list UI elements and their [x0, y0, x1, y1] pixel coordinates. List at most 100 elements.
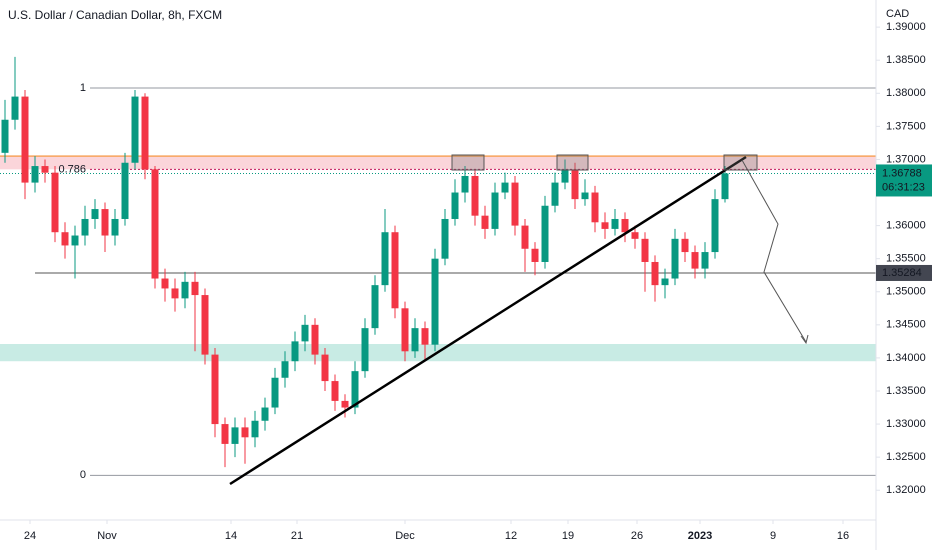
candle-body: [91, 209, 99, 219]
candle-body: [461, 175, 469, 193]
candle-body: [721, 173, 729, 200]
x-tick-label: 26: [631, 530, 643, 542]
candle-body: [121, 162, 129, 219]
x-tick-label: 9: [770, 530, 776, 542]
fib-label: 0: [80, 469, 86, 481]
y-tick-label: 1.38500: [886, 54, 926, 66]
candle-body: [241, 427, 249, 438]
candle-body: [521, 225, 529, 249]
levels: 1 0.786 0: [0, 82, 876, 481]
candle-body: [341, 400, 349, 408]
candle-body: [441, 218, 449, 259]
x-tick-label: 12: [505, 530, 517, 542]
candle-body: [321, 354, 329, 382]
candle-body: [211, 354, 219, 425]
candle-body: [161, 278, 169, 289]
candle-body: [201, 295, 209, 355]
x-tick-label: Dec: [395, 530, 415, 542]
candle-body: [621, 218, 629, 233]
x-tick-label: Nov: [97, 530, 117, 542]
candle-body: [481, 215, 489, 229]
trend-line: [229, 155, 747, 486]
candle-body: [111, 218, 119, 236]
candle-body: [251, 420, 259, 438]
fib-label: 0.786: [58, 163, 86, 175]
candle-body: [411, 328, 419, 352]
candle-body: [331, 381, 339, 401]
candle-body: [641, 238, 649, 262]
last-price-label: 1.36788: [882, 167, 922, 179]
resistance-box: [451, 154, 485, 171]
candle-body: [601, 222, 609, 229]
axes: 1.390001.385001.380001.375001.370001.365…: [24, 21, 932, 542]
candle-body: [591, 192, 599, 223]
drawings: [229, 154, 809, 486]
y-tick-label: 1.37000: [886, 153, 926, 165]
candle-body: [181, 281, 189, 299]
y-tick-label: 1.35000: [886, 286, 926, 298]
candle-body: [501, 182, 509, 193]
resistance-box: [556, 154, 589, 171]
candle-body: [231, 427, 239, 444]
candle-body: [101, 209, 109, 236]
candle-body: [561, 169, 569, 183]
fib-label: 1: [80, 82, 86, 94]
x-tick-label: 14: [225, 530, 237, 542]
y-tick-label: 1.34500: [886, 319, 926, 331]
candle-body: [151, 169, 159, 279]
candle-body: [281, 361, 289, 378]
candle-body: [11, 96, 19, 120]
candle-body: [191, 281, 199, 296]
candle-body: [271, 377, 279, 408]
zone: [0, 156, 876, 170]
x-tick-label: 19: [562, 530, 574, 542]
candle-body: [261, 407, 269, 421]
candles: [1, 56, 729, 468]
chart-title: U.S. Dollar / Canadian Dollar, 8h, FXCM: [8, 8, 222, 22]
candle-body: [291, 341, 299, 362]
y-tick-label: 1.32500: [886, 451, 926, 463]
candle-body: [41, 166, 49, 173]
horizontal-line-tag: [876, 264, 932, 281]
y-tick-label: 1.37500: [886, 120, 926, 132]
candle-body: [691, 252, 699, 269]
candle-body: [31, 166, 39, 183]
candle-body: [311, 324, 319, 355]
candle-body: [631, 232, 639, 239]
candle-body: [381, 232, 389, 286]
candle-body: [371, 285, 379, 329]
y-tick-label: 1.34000: [886, 352, 926, 364]
y-tick-label: 1.33500: [886, 385, 926, 397]
y-tick-label: 1.32000: [886, 484, 926, 496]
last-price-tag: [876, 164, 932, 197]
candle-body: [541, 205, 549, 262]
candle-body: [511, 182, 519, 226]
arrow-head: [800, 334, 809, 345]
projection-arrow: [741, 159, 807, 343]
candle-body: [351, 371, 359, 408]
candle-body: [61, 232, 69, 246]
candle-body: [551, 182, 559, 206]
candle-body: [401, 308, 409, 352]
candle-body: [681, 238, 689, 253]
y-tick-label: 1.36000: [886, 220, 926, 232]
candle-body: [491, 192, 499, 229]
candle-body: [391, 232, 399, 309]
candle-body: [611, 218, 619, 229]
currency: CAD: [886, 8, 909, 20]
resistance-box: [723, 154, 758, 171]
x-tick-label: 16: [837, 530, 849, 542]
candle-body: [531, 248, 539, 262]
candle-body: [661, 278, 669, 286]
y-tick-label: 1.38000: [886, 87, 926, 99]
candle-body: [171, 288, 179, 299]
candle-body: [361, 328, 369, 372]
candle-body: [431, 258, 439, 345]
candle-body: [1, 119, 9, 153]
countdown: 06:31:23: [882, 181, 925, 193]
candle-body: [51, 172, 59, 233]
y-tick-label: 1.35500: [886, 253, 926, 265]
horizontal-line-label: 1.35284: [882, 267, 922, 279]
